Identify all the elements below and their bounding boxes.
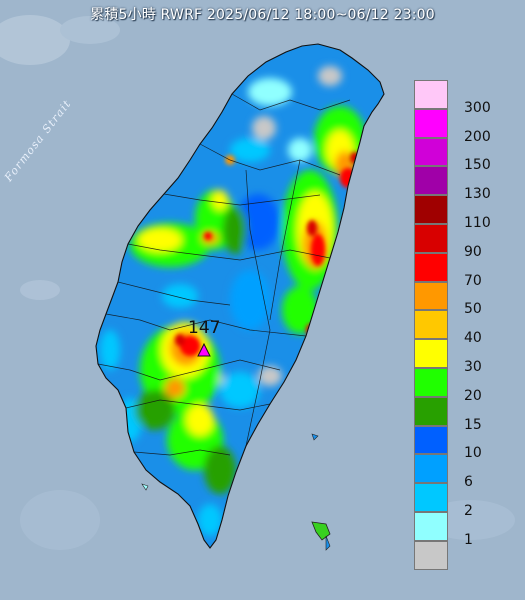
legend-label: 6 — [464, 474, 473, 491]
legend-label: 130 — [464, 186, 491, 203]
legend-swatch — [414, 195, 448, 224]
small-island — [311, 433, 319, 441]
legend-swatch — [414, 281, 448, 311]
legend-label: 10 — [464, 445, 482, 462]
legend-swatch — [414, 80, 448, 109]
legend-swatch — [414, 396, 448, 426]
max-rainfall-value: 147 — [188, 318, 221, 338]
legend-swatch — [414, 483, 448, 512]
legend-swatch — [414, 540, 448, 570]
legend-swatch — [414, 252, 448, 282]
legend-label: 90 — [464, 243, 482, 260]
legend-label: 40 — [464, 330, 482, 347]
legend-swatch — [414, 137, 448, 167]
legend-swatch — [414, 425, 448, 455]
legend-label: 2 — [464, 503, 473, 519]
legend-swatch — [414, 224, 448, 253]
legend-swatch — [414, 454, 448, 484]
max-rainfall-marker-icon — [197, 342, 211, 357]
legend-label: 50 — [464, 301, 482, 318]
map-title: 累積5小時 RWRF 2025/06/12 18:00~06/12 23:00 — [90, 7, 435, 23]
legend-label: 1 — [464, 531, 473, 548]
legend-swatch — [414, 108, 448, 138]
legend-swatch — [414, 166, 448, 196]
rainfall-legend — [414, 80, 448, 571]
legend-label: 200 — [464, 128, 491, 145]
legend-label: 30 — [464, 359, 482, 375]
legend-swatch — [414, 310, 448, 340]
legend-label: 110 — [464, 215, 491, 231]
legend-label: 15 — [464, 416, 482, 433]
liuqiu-island — [141, 483, 149, 491]
legend-label: 20 — [464, 387, 482, 404]
legend-label: 70 — [464, 272, 482, 289]
orchid-island — [325, 535, 331, 551]
legend-label: 300 — [464, 99, 491, 116]
legend-swatch — [414, 368, 448, 397]
legend-swatch — [414, 512, 448, 541]
taiwan-coastline — [95, 43, 385, 549]
legend-label: 150 — [464, 157, 491, 174]
legend-swatch — [414, 339, 448, 368]
